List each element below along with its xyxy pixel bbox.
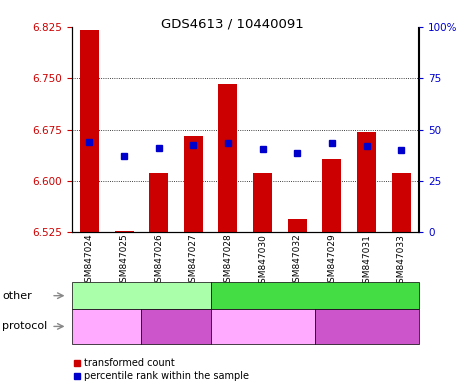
Text: protocol: protocol bbox=[2, 321, 47, 331]
Bar bbox=[219, 84, 238, 232]
Bar bbox=[288, 218, 307, 232]
Bar bbox=[253, 173, 272, 232]
Bar bbox=[357, 132, 376, 232]
Text: percentile rank within the sample: percentile rank within the sample bbox=[84, 371, 249, 381]
Text: experiment 1: experiment 1 bbox=[104, 291, 179, 301]
Bar bbox=[80, 30, 99, 232]
Bar bbox=[322, 159, 341, 232]
Text: experiment 2: experiment 2 bbox=[277, 291, 352, 301]
Bar bbox=[392, 173, 411, 232]
Text: ethanol: ethanol bbox=[86, 321, 128, 331]
Text: transformed count: transformed count bbox=[84, 358, 174, 368]
Text: ethanol: ethanol bbox=[241, 321, 284, 331]
Bar bbox=[114, 231, 133, 232]
Text: other: other bbox=[2, 291, 32, 301]
Bar bbox=[184, 136, 203, 232]
Text: control: control bbox=[347, 321, 386, 331]
Text: control: control bbox=[157, 321, 195, 331]
Bar bbox=[149, 173, 168, 232]
Text: GDS4613 / 10440091: GDS4613 / 10440091 bbox=[161, 17, 304, 30]
